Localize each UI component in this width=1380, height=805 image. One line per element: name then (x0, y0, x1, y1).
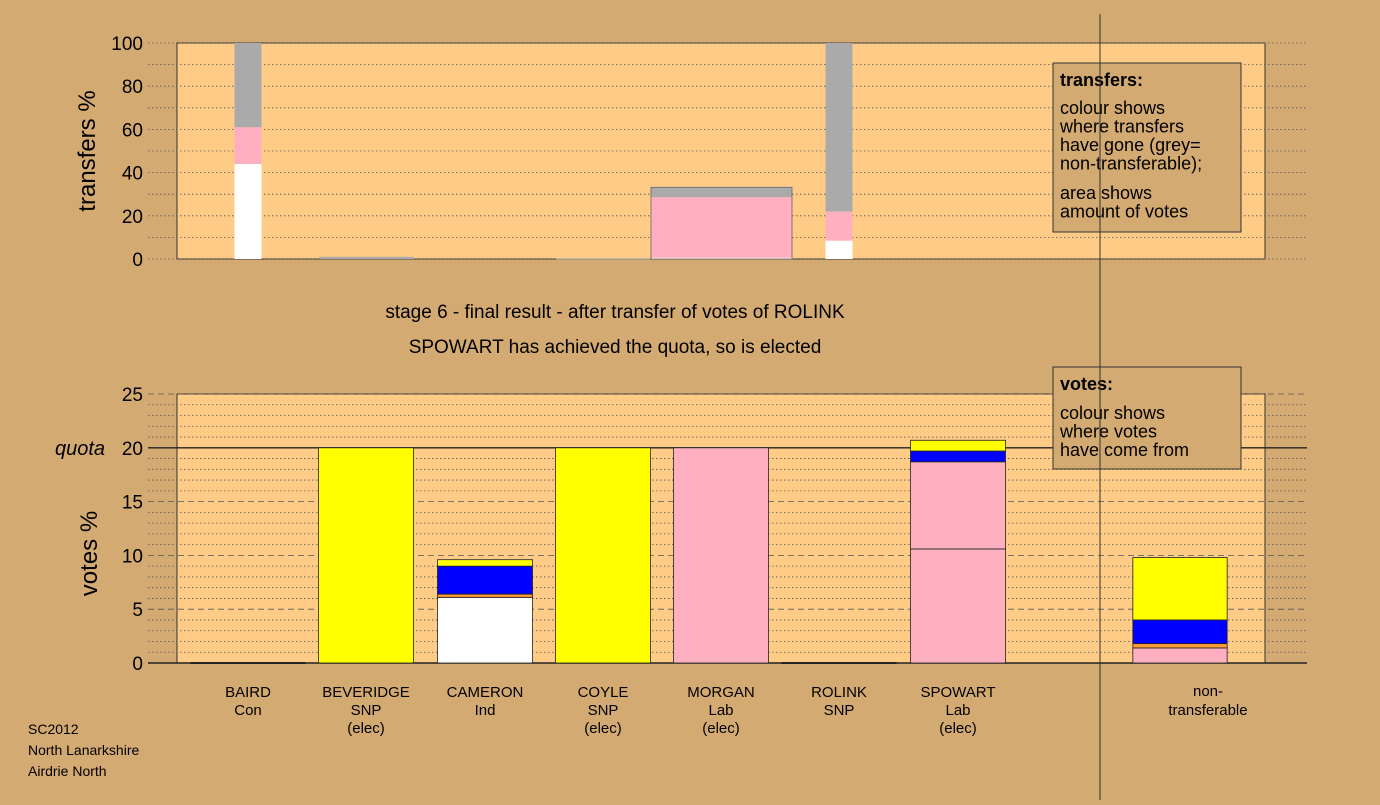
votes-bar-segment (437, 565, 533, 595)
votes-bar-segment (910, 548, 1006, 664)
transfers-legend-text: amount of votes (1060, 202, 1188, 222)
votes-bar-segment (437, 593, 533, 598)
transfers-bar-segment (234, 127, 262, 164)
transfers-bar-segment (825, 240, 853, 259)
candidate-status-label: (elec) (584, 720, 622, 737)
transfers-bar-segment (651, 257, 792, 259)
candidate-name-label: ROLINK (811, 684, 867, 701)
candidate-party-label: SNP (588, 702, 619, 719)
nontransferable-label-line2: transferable (1168, 702, 1247, 719)
transfers-bar-segment (825, 211, 853, 241)
transfers-legend-text: where transfers (1059, 117, 1184, 137)
candidate-name-label: MORGAN (687, 684, 755, 701)
votes-y-tick-label: 15 (122, 493, 143, 514)
caption-line1: stage 6 - final result - after transfer … (385, 302, 845, 323)
transfers-bar-segment (556, 258, 650, 260)
footer-line3: Airdrie North (28, 763, 107, 779)
votes-bar-segment (437, 596, 533, 664)
footer-line2: North Lanarkshire (28, 742, 139, 758)
transfers-bar-segment (234, 163, 262, 259)
votes-bar-segment (910, 450, 1006, 463)
nontransferable-label-line1: non- (1193, 683, 1223, 700)
transfers-legend-text: non-transferable); (1060, 154, 1202, 174)
candidate-status-label: (elec) (939, 720, 977, 737)
transfers-y-tick-label: 40 (122, 164, 143, 185)
quota-label: quota (55, 438, 105, 460)
transfers-bar-outline (650, 186, 793, 260)
transfers-bar-segment (825, 43, 853, 212)
votes-bar-segment (673, 447, 769, 664)
transfers-bar-segment (651, 197, 792, 258)
votes-legend-text: where votes (1059, 422, 1157, 442)
transfers-y-axis-label: transfers % (74, 90, 101, 211)
transfers-y-tick-label: 80 (122, 77, 143, 98)
votes-bar-segment (910, 439, 1006, 452)
votes-y-tick-label: 25 (122, 385, 143, 406)
votes-y-axis-label: votes % (76, 511, 103, 596)
votes-legend-box (1052, 366, 1242, 470)
candidate-name-label: COYLE (578, 684, 629, 701)
votes-y-tick-label: 0 (132, 654, 143, 675)
transfers-bar-segment (651, 187, 792, 198)
candidate-party-label: Con (234, 702, 262, 719)
candidate-name-label: CAMERON (447, 684, 524, 701)
transfers-bar-segment (234, 43, 262, 128)
votes-bar-segment (318, 447, 414, 664)
votes-bar-segment (1132, 619, 1228, 645)
votes-chart: 0 5 10 15 20 25 quota votes % votes: colour shows… (55, 366, 1307, 675)
votes-bar-segment (437, 559, 533, 567)
votes-legend-text: colour shows (1060, 403, 1165, 423)
transfers-legend-text: have gone (grey= (1060, 135, 1201, 155)
caption-line2: SPOWART has achieved the quota, so is el… (409, 337, 822, 358)
votes-legend-text: have come from (1060, 440, 1189, 460)
transfers-bar-segment (319, 256, 414, 259)
transfers-legend-text: colour shows (1060, 98, 1165, 118)
footer-line1: SC2012 (28, 721, 79, 737)
votes-bar-segment (1132, 643, 1228, 649)
candidate-name-label: SPOWART (920, 684, 995, 701)
votes-y-tick-label: 20 (122, 439, 143, 460)
candidate-party-label: Ind (475, 702, 496, 719)
candidate-party-label: SNP (351, 702, 382, 719)
transfers-y-tick-label: 0 (132, 250, 143, 271)
transfers-chart: 0 20 40 60 80 100 transfers % transfers: colour … (74, 34, 1307, 271)
candidate-party-label: SNP (824, 702, 855, 719)
candidate-name-label: BEVERIDGE (322, 684, 410, 701)
votes-y-tick-label: 10 (122, 546, 143, 567)
transfers-legend-title: transfers: (1060, 70, 1143, 90)
candidate-name-label: BAIRD (225, 684, 271, 701)
transfers-legend-box (1052, 62, 1242, 233)
candidate-party-label: Lab (708, 702, 733, 719)
candidate-status-label: (elec) (702, 720, 740, 737)
transfers-y-tick-label: 100 (111, 34, 143, 55)
candidate-status-label: (elec) (347, 720, 385, 737)
votes-y-tick-label: 5 (132, 600, 143, 621)
votes-bar-segment (1132, 557, 1228, 621)
votes-bar-segment (910, 461, 1006, 550)
transfers-y-tick-label: 20 (122, 207, 143, 228)
candidate-party-label: Lab (945, 702, 970, 719)
votes-legend-title: votes: (1060, 374, 1113, 394)
votes-bar-segment (1132, 647, 1228, 664)
votes-bar-segment (555, 447, 651, 664)
transfers-y-tick-label: 60 (122, 120, 143, 141)
candidate-labels: BAIRDConBEVERIDGESNP(elec)CAMERONIndCOYL… (225, 684, 995, 737)
transfers-legend-text: area shows (1060, 183, 1152, 203)
